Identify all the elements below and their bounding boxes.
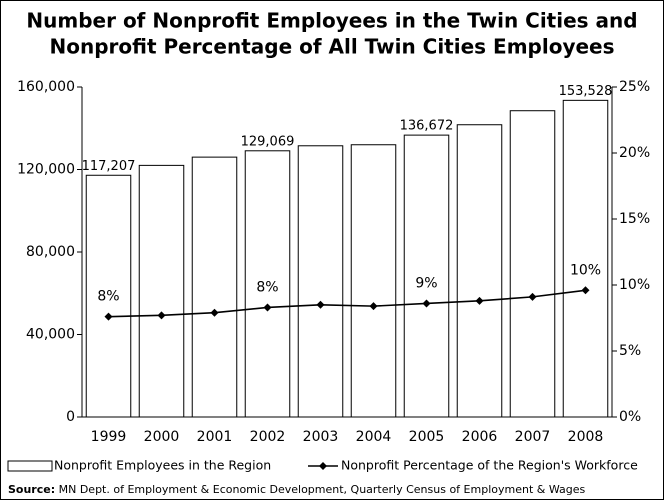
bar (456, 124, 503, 418)
bar (85, 174, 132, 418)
bar-value-label: 153,528 (559, 84, 613, 99)
bar (244, 150, 291, 418)
legend-swatch (7, 460, 53, 472)
bar (138, 164, 185, 418)
x-tick-label: 2004 (356, 429, 392, 445)
x-tick-label: 2008 (568, 429, 604, 445)
y-tick-label: 120,000 (17, 162, 75, 178)
x-tick-label: 2005 (409, 429, 445, 445)
bar (191, 156, 238, 418)
x-tick-label: 2001 (197, 429, 233, 445)
x-tick-label: 2002 (250, 429, 286, 445)
bar-value-label: 129,069 (241, 134, 295, 149)
x-tick-label: 2000 (144, 429, 180, 445)
chart-title: Nonprofit Percentage of All Twin Cities … (49, 35, 614, 59)
bar-value-label: 136,672 (400, 119, 454, 134)
bar (350, 144, 397, 418)
y-tick-label: 160,000 (17, 79, 75, 95)
line-value-label: 9% (415, 275, 437, 291)
marker (104, 312, 113, 321)
line-value-label: 10% (570, 262, 601, 278)
y2-tick-label: 5% (619, 343, 641, 359)
legend-marker (319, 462, 327, 470)
x-tick-label: 2003 (303, 429, 339, 445)
legend-label: Nonprofit Percentage of the Region's Wor… (341, 458, 638, 473)
y2-tick-label: 0% (619, 409, 641, 425)
marker (157, 311, 166, 320)
marker (263, 303, 272, 312)
y-tick-label: 40,000 (26, 327, 75, 343)
x-tick-label: 1999 (91, 429, 127, 445)
bar (509, 110, 556, 418)
y2-tick-label: 20% (619, 145, 650, 161)
y-tick-label: 80,000 (26, 244, 75, 260)
source-text: MN Dept. of Employment & Economic Develo… (59, 483, 586, 496)
bar (562, 99, 609, 418)
bar (297, 145, 344, 418)
y-tick-label: 0 (66, 409, 75, 425)
line-value-label: 8% (97, 289, 119, 305)
x-tick-label: 2007 (515, 429, 551, 445)
marker (422, 299, 431, 308)
marker (369, 302, 378, 311)
marker (581, 286, 590, 295)
y2-tick-label: 25% (619, 79, 650, 95)
y2-tick-label: 10% (619, 277, 650, 293)
source-label: Source: (8, 483, 55, 496)
marker (475, 296, 484, 305)
marker (316, 300, 325, 309)
line-value-label: 8% (256, 279, 278, 295)
source: Source: MN Dept. of Employment & Economi… (8, 483, 585, 496)
marker (210, 308, 219, 317)
marker (528, 292, 537, 301)
bar (403, 134, 450, 418)
y2-tick-label: 15% (619, 211, 650, 227)
chart-title: Number of Nonprofit Employees in the Twi… (26, 9, 637, 33)
line (108, 289, 586, 318)
legend-label: Nonprofit Employees in the Region (54, 458, 271, 473)
bar-value-label: 117,207 (82, 159, 136, 174)
x-tick-label: 2006 (462, 429, 498, 445)
